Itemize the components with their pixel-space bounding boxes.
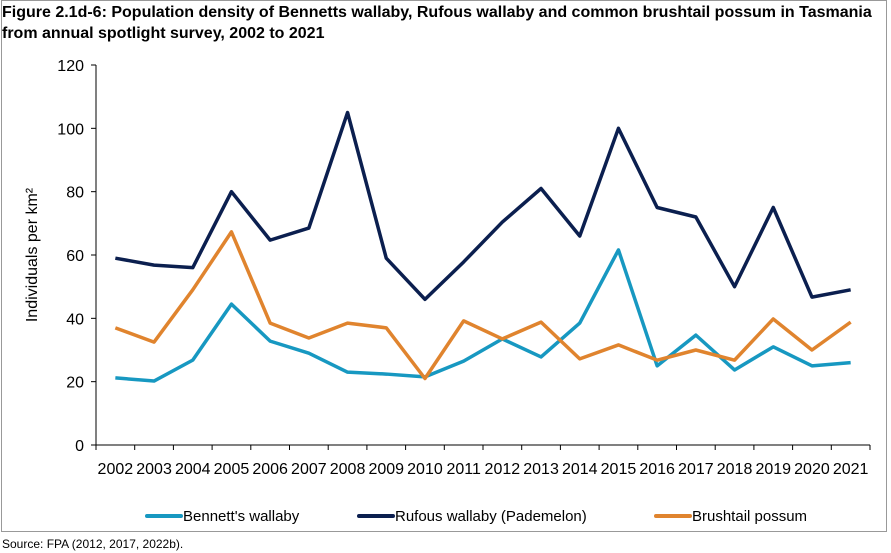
- x-tick-label: 2021: [833, 461, 869, 478]
- x-tick-label: 2012: [485, 461, 521, 478]
- series-line-0: [115, 248, 851, 383]
- x-tick-label: 2019: [755, 461, 791, 478]
- series-line-1: [115, 110, 851, 302]
- chart-title: Figure 2.1d-6: Population density of Ben…: [2, 4, 872, 42]
- x-tick-label: 2013: [523, 461, 559, 478]
- x-tick-label: 2018: [717, 461, 753, 478]
- y-axis-label: Individuals per km²: [24, 187, 41, 322]
- x-tick-label: 2009: [368, 461, 404, 478]
- x-tick-label: 2015: [601, 461, 637, 478]
- x-tick-label: 2005: [214, 461, 250, 478]
- y-tick-label: 80: [66, 185, 84, 202]
- x-tick-label: 2011: [446, 461, 481, 478]
- legend-label: Bennett's wallaby: [183, 508, 300, 525]
- legend-label: Rufous wallaby (Pademelon): [395, 508, 587, 525]
- x-tick-label: 2010: [407, 461, 443, 478]
- source-note: Source: FPA (2012, 2017, 2022b).: [2, 537, 184, 551]
- legend-label: Brushtail possum: [692, 508, 807, 525]
- y-tick-label: 20: [66, 375, 84, 392]
- x-tick-label: 2007: [291, 461, 327, 478]
- x-tick-label: 2006: [252, 461, 288, 478]
- x-tick-label: 2004: [175, 461, 211, 478]
- chart-frame: [1, 0, 887, 532]
- y-tick-label: 120: [57, 58, 84, 75]
- x-tick-label: 2002: [98, 461, 134, 478]
- x-tick-label: 2003: [136, 461, 172, 478]
- y-tick-label: 60: [66, 248, 84, 265]
- y-tick-label: 0: [75, 438, 84, 455]
- x-tick-label: 2008: [330, 461, 366, 478]
- y-tick-label: 40: [66, 311, 84, 328]
- x-tick-label: 2014: [562, 461, 598, 478]
- series-line-2: [114, 230, 852, 381]
- x-tick-label: 2017: [678, 461, 714, 478]
- y-tick-label: 100: [57, 121, 84, 138]
- x-tick-label: 2016: [639, 461, 675, 478]
- x-tick-label: 2020: [794, 461, 830, 478]
